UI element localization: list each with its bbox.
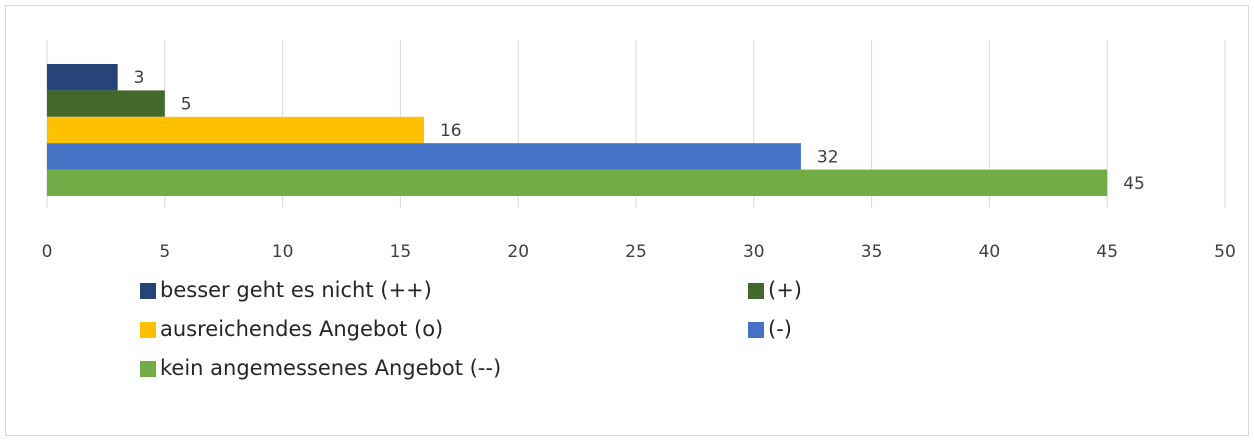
data-label: 32 [817,147,839,167]
legend-label: (+) [768,278,802,302]
x-tick-label: 10 [272,242,294,262]
legend-swatch [748,322,764,338]
bar [47,116,424,144]
legend-swatch [748,283,764,299]
x-tick-label: 35 [861,242,883,262]
legend-swatch [140,322,156,338]
legend-label: besser geht es nicht (++) [160,278,432,302]
bar [47,169,1108,196]
legend-swatch [140,283,156,299]
bar [47,64,118,91]
data-label: 3 [134,68,145,88]
bar [47,143,801,170]
data-label: 45 [1123,174,1145,194]
legend-label: ausreichendes Angebot (o) [160,317,443,341]
legend-label: kein angemessenes Angebot (--) [160,356,501,380]
x-tick-label: 40 [979,242,1001,262]
bar [47,90,165,117]
x-tick-label: 5 [159,242,170,262]
data-label: 5 [181,95,192,115]
x-tick-label: 30 [743,242,765,262]
legend-swatch [140,361,156,377]
x-tick-label: 50 [1214,242,1236,262]
chart-border [5,5,1249,436]
x-tick-label: 25 [625,242,647,262]
legend-label: (-) [768,317,792,341]
x-tick-label: 0 [42,242,53,262]
x-tick-label: 20 [507,242,529,262]
data-label: 16 [440,121,462,141]
x-tick-label: 45 [1096,242,1118,262]
x-tick-label: 15 [390,242,412,262]
